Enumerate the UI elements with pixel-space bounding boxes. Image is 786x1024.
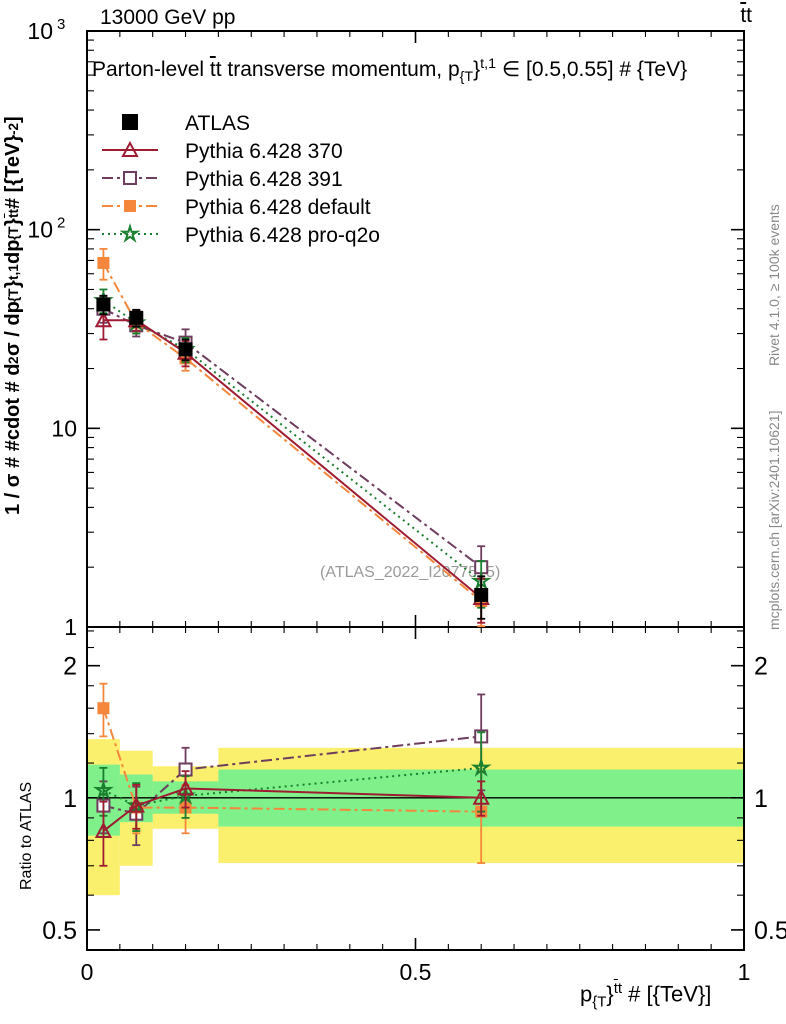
marker-filled-square <box>97 702 110 715</box>
x-axis-label: p{T}tt # [{TeV}] <box>580 980 712 1011</box>
ratio-series-line <box>103 766 482 807</box>
x-tick-label: 0 <box>81 959 94 985</box>
y-tick-label-exponent: 2 <box>57 215 65 232</box>
marker-open-triangle <box>472 788 490 805</box>
marker-filled-square <box>96 297 111 312</box>
ratio-y-tick-label: 2 <box>63 653 77 681</box>
marker-filled-square <box>129 310 144 325</box>
y-tick-label: 1 <box>64 614 77 640</box>
marker-filled-square <box>178 342 193 357</box>
marker-filled-square <box>474 587 489 602</box>
y-tick-label: 10 <box>27 217 53 243</box>
marker-filled-square <box>122 114 138 130</box>
marker-open-triangle <box>127 796 145 813</box>
marker-open-triangle <box>94 311 113 328</box>
process-label: tt <box>740 4 752 27</box>
legend-label: Pythia 6.428 default <box>185 196 371 219</box>
legend-label: Pythia 6.428 370 <box>185 140 343 163</box>
marker-open-square <box>123 171 137 185</box>
x-tick-label: 0.5 <box>400 959 432 985</box>
x-tick-label: 1 <box>738 959 751 985</box>
ratio-y-tick-label: 1 <box>63 785 77 813</box>
marker-open-triangle <box>176 779 195 796</box>
marker-open-triangle <box>94 821 113 839</box>
beam-energy-label: 13000 GeV pp <box>100 6 236 29</box>
legend-label: Pythia 6.428 391 <box>185 168 343 191</box>
marker-open-star <box>92 779 114 800</box>
ratio-series-line <box>103 735 482 815</box>
marker-open-star <box>119 223 141 243</box>
ratio-y-tick-label: 2 <box>754 653 768 681</box>
ratio-y-tick-label: 0.5 <box>754 917 786 945</box>
y-tick-label-exponent: 3 <box>57 16 65 33</box>
ratio-y-tick-label: 1 <box>754 785 768 813</box>
series-line <box>102 262 482 602</box>
marker-open-triangle <box>121 140 139 157</box>
series-line <box>102 307 482 568</box>
y-tick-label: 10 <box>51 415 77 441</box>
marker-open-star <box>470 756 492 777</box>
marker-filled-square <box>124 200 136 212</box>
plot-title: Parton-level tt transverse momentum, p{T… <box>92 56 688 86</box>
marker-filled-square <box>97 256 110 269</box>
ratio-series-line <box>102 707 482 813</box>
ratio-y-tick-label: 0.5 <box>42 917 77 945</box>
series-line <box>103 319 482 599</box>
ratio-series-line <box>102 787 482 832</box>
legend-label: Pythia 6.428 pro-q2o <box>185 224 380 247</box>
y-tick-label: 10 <box>27 18 53 44</box>
legend-label: ATLAS <box>185 112 250 135</box>
